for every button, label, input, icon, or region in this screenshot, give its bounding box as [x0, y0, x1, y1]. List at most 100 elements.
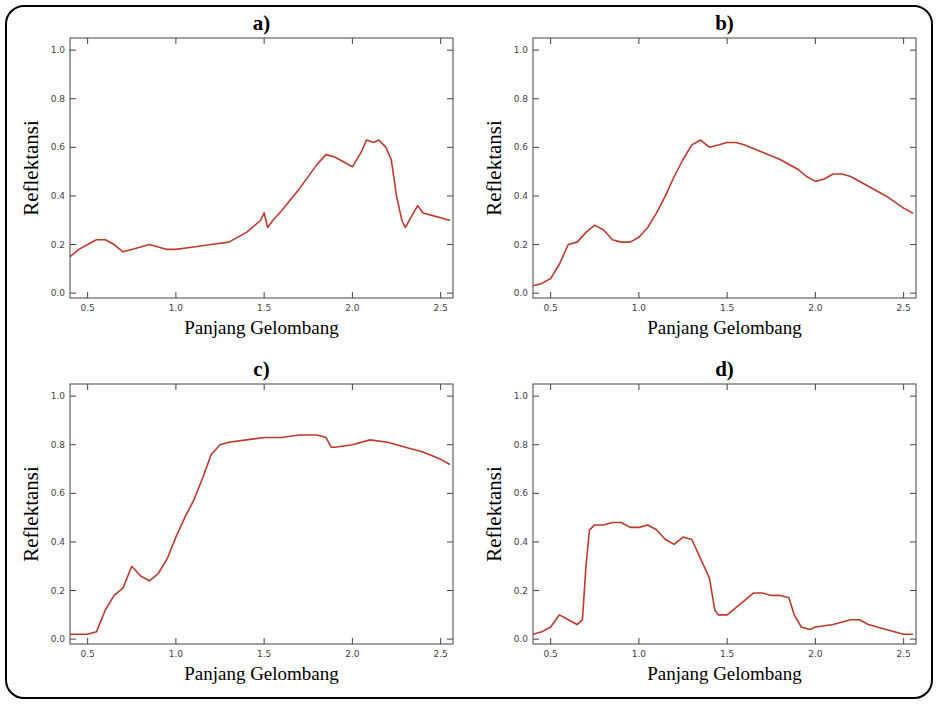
x-tick: [550, 292, 551, 298]
y-tick: [533, 50, 539, 51]
x-tick: [903, 638, 904, 644]
panel-title: c): [253, 357, 269, 381]
y-tick: [447, 493, 453, 494]
x-tick-label: 2.5: [433, 649, 447, 659]
x-tick: [727, 38, 728, 44]
y-tick: [910, 50, 916, 51]
y-tick: [533, 244, 539, 245]
outer-frame: [6, 6, 932, 698]
y-tick-label: 0.0: [514, 288, 529, 298]
x-tick: [175, 38, 176, 44]
x-axis-title: Panjang Gelombang: [184, 663, 339, 684]
y-tick-label: 0.2: [514, 586, 528, 596]
y-tick: [447, 444, 453, 445]
y-tick-label: 1.0: [51, 391, 66, 401]
y-tick: [910, 396, 916, 397]
panel: d)0.51.01.52.02.50.00.20.40.60.81.0Refle…: [482, 357, 916, 684]
y-tick-label: 0.2: [51, 586, 65, 596]
y-tick: [533, 590, 539, 591]
x-tick: [175, 638, 176, 644]
spectrum-line: [70, 435, 449, 634]
data-group: [533, 523, 912, 635]
y-tick-label: 0.6: [51, 142, 66, 152]
x-tick-label: 2.5: [433, 303, 447, 313]
x-tick: [638, 292, 639, 298]
x-tick: [87, 384, 88, 390]
y-tick: [447, 50, 453, 51]
y-tick: [910, 293, 916, 294]
x-tick-label: 1.5: [257, 303, 271, 313]
x-tick: [352, 38, 353, 44]
y-axis-title: Reflektansi: [482, 120, 506, 216]
panel: c)0.51.01.52.02.50.00.20.40.60.81.0Refle…: [19, 357, 453, 684]
x-tick-label: 0.5: [80, 303, 94, 313]
y-tick: [447, 244, 453, 245]
y-tick-label: 1.0: [51, 45, 66, 55]
plot-frame: [533, 38, 916, 298]
y-tick-label: 0.8: [514, 440, 529, 450]
y-tick: [70, 396, 76, 397]
x-tick-label: 1.5: [257, 649, 271, 659]
x-tick: [727, 638, 728, 644]
x-tick-label: 1.0: [169, 303, 184, 313]
panel-title: b): [715, 11, 734, 35]
y-tick: [533, 396, 539, 397]
y-tick: [533, 541, 539, 542]
y-tick: [910, 98, 916, 99]
y-tick-label: 0.4: [514, 191, 529, 201]
y-tick-label: 0.0: [514, 634, 529, 644]
spectrum-line: [533, 523, 912, 635]
data-group: [70, 140, 449, 257]
x-tick: [264, 384, 265, 390]
y-tick: [70, 444, 76, 445]
y-tick: [447, 293, 453, 294]
figure: a)0.51.01.52.02.50.00.20.40.60.81.0Refle…: [0, 0, 938, 704]
y-tick: [70, 50, 76, 51]
y-tick-label: 0.4: [51, 537, 66, 547]
y-tick: [70, 147, 76, 148]
y-tick-label: 0.0: [51, 634, 66, 644]
x-tick: [815, 38, 816, 44]
x-tick-label: 2.0: [808, 303, 823, 313]
y-tick: [910, 444, 916, 445]
data-group: [70, 435, 449, 634]
x-axis-title: Panjang Gelombang: [184, 317, 339, 338]
x-tick: [638, 638, 639, 644]
x-axis-title: Panjang Gelombang: [647, 317, 802, 338]
x-tick: [352, 384, 353, 390]
y-tick: [447, 147, 453, 148]
y-tick: [70, 195, 76, 196]
y-tick: [447, 396, 453, 397]
y-tick-label: 0.6: [514, 142, 529, 152]
spectrum-line: [533, 140, 912, 286]
x-tick: [903, 292, 904, 298]
y-tick: [447, 98, 453, 99]
x-tick-label: 0.5: [80, 649, 94, 659]
y-tick-label: 0.2: [514, 240, 528, 250]
spectrum-line: [70, 140, 449, 257]
x-tick: [638, 38, 639, 44]
x-tick: [638, 384, 639, 390]
x-tick: [440, 638, 441, 644]
y-tick-label: 1.0: [514, 45, 529, 55]
y-tick: [447, 541, 453, 542]
y-tick: [447, 195, 453, 196]
x-tick-label: 1.5: [720, 303, 734, 313]
x-tick: [903, 38, 904, 44]
y-tick: [533, 293, 539, 294]
y-tick-label: 0.6: [514, 488, 529, 498]
y-tick-label: 0.4: [51, 191, 66, 201]
y-axis-title: Reflektansi: [19, 120, 43, 216]
y-axis-title: Reflektansi: [482, 466, 506, 562]
y-tick: [533, 98, 539, 99]
y-tick: [910, 639, 916, 640]
x-tick: [352, 292, 353, 298]
x-tick: [175, 292, 176, 298]
y-tick: [910, 244, 916, 245]
data-group: [533, 140, 912, 286]
plot-frame: [533, 384, 916, 644]
y-tick: [533, 147, 539, 148]
y-tick: [70, 639, 76, 640]
y-tick-label: 0.8: [51, 440, 66, 450]
x-tick: [87, 292, 88, 298]
